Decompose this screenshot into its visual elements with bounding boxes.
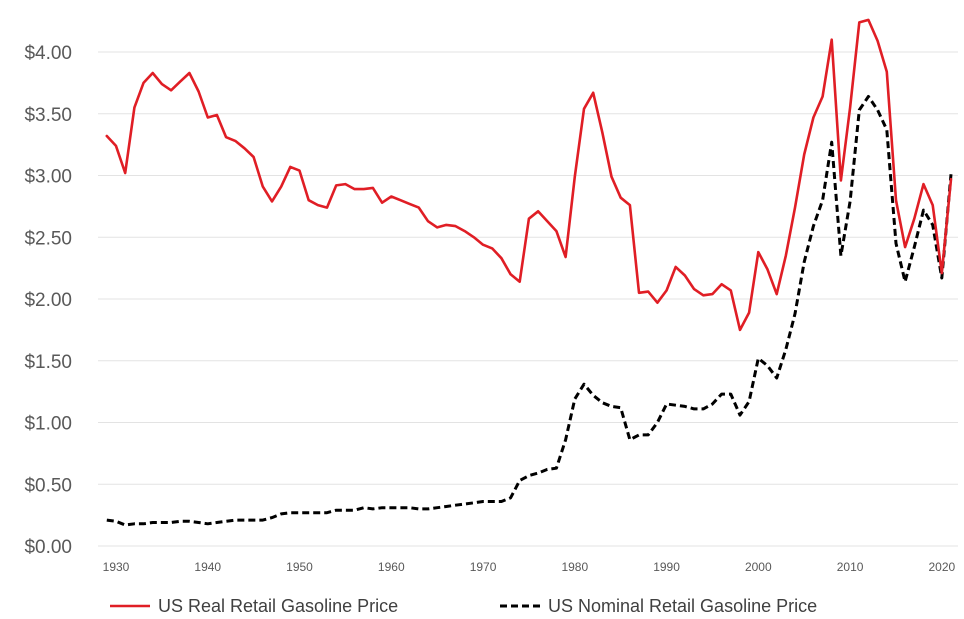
legend-label: US Real Retail Gasoline Price <box>158 596 398 616</box>
y-tick-label: $1.50 <box>24 352 72 373</box>
x-tick-label: 1950 <box>286 560 313 574</box>
x-tick-label: 2010 <box>837 560 864 574</box>
legend-item-real-price: US Real Retail Gasoline Price <box>110 596 398 616</box>
x-tick-label: 1940 <box>194 560 221 574</box>
x-tick-label: 1970 <box>470 560 497 574</box>
x-tick-label: 1980 <box>561 560 588 574</box>
y-tick-label: $4.00 <box>24 43 72 64</box>
y-tick-label: $3.50 <box>24 105 72 126</box>
y-tick-label: $2.50 <box>24 228 72 249</box>
y-tick-label: $0.50 <box>24 475 72 496</box>
x-axis-tick-labels: 1930 1940 1950 1960 1970 1980 1990 2000 2010 2020 <box>103 560 956 574</box>
y-tick-label: $2.00 <box>24 290 72 311</box>
series-line-nominal-price <box>106 95 953 527</box>
y-axis-tick-labels: $0.00 $0.50 $1.00 $1.50 $2.00 $2.50 $3.00 $3.50… <box>24 43 72 558</box>
legend-label: US Nominal Retail Gasoline Price <box>548 596 817 616</box>
legend-item-nominal-price: US Nominal Retail Gasoline Price <box>500 596 817 616</box>
x-tick-label: 1930 <box>103 560 130 574</box>
x-tick-label: 2020 <box>928 560 955 574</box>
series-lines <box>105 18 953 527</box>
x-tick-label: 1960 <box>378 560 405 574</box>
legend: US Real Retail Gasoline Price US Nominal … <box>110 596 817 616</box>
x-tick-label: 2000 <box>745 560 772 574</box>
y-tick-label: $1.00 <box>24 414 72 435</box>
gridlines <box>98 51 958 547</box>
y-tick-label: $0.00 <box>24 537 72 558</box>
x-tick-label: 1990 <box>653 560 680 574</box>
series-line-real-price <box>105 18 953 332</box>
y-tick-label: $3.00 <box>24 167 72 188</box>
